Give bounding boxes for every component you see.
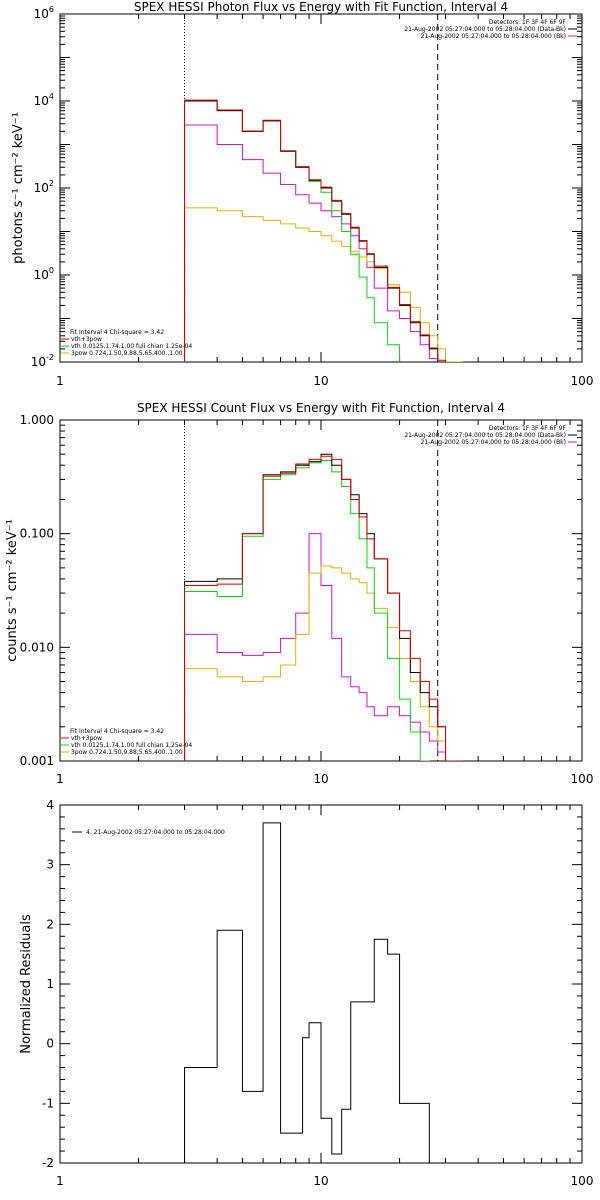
x-tick-label: 10 xyxy=(313,1174,328,1188)
y-tick-label: 0 xyxy=(46,1037,54,1051)
chart-title: SPEX HESSI Photon Flux vs Energy with Fi… xyxy=(134,0,508,14)
plot-frame xyxy=(59,419,583,762)
residuals-panel: 1 10 100 -2 -1 0 1 2 3 4 Normalized Residuals 4. 21… xyxy=(19,798,593,1188)
legend-entry: vth 0.0125,1.74,1.00 full chian 1.25e-04 xyxy=(71,742,192,749)
y-tick-base: 10 xyxy=(34,7,49,21)
y-tick-base: 10 xyxy=(31,355,46,369)
series-bk xyxy=(184,533,464,761)
y-tick-exponent: 4 xyxy=(49,92,54,101)
series-group xyxy=(184,99,464,362)
y-tick-base: 10 xyxy=(34,268,49,282)
series-data-bk xyxy=(184,453,464,761)
y-axis-label: counts s⁻¹ cm⁻² keV⁻¹ xyxy=(5,519,20,662)
legend-right-entry: Detectors: 1F 3F 4F 6F 9F xyxy=(489,19,567,26)
legend-right-entry: 21-Aug-2002 05:27:04.000 to 05:28:04.000… xyxy=(404,26,566,33)
legend-entry: 3pow 0.724,1.50,9.88,5.65,400.,1.00 xyxy=(71,749,183,756)
y-tick-label: 104 xyxy=(34,92,54,108)
y-tick-label: 3 xyxy=(46,858,54,872)
x-tick-label: 1 xyxy=(56,772,64,786)
y-tick-label: 2 xyxy=(46,917,54,931)
legend-right-entry: 21-Aug-2002 05:27:04.000 to 05:28:04.000… xyxy=(404,432,566,439)
y-tick-label: -2 xyxy=(42,1156,54,1170)
series-3pow xyxy=(184,565,464,761)
y-tick-label: 0.100 xyxy=(20,527,54,541)
y-axis-label: Normalized Residuals xyxy=(19,914,34,1054)
y-tick-exponent: 6 xyxy=(49,5,54,14)
y-tick-base: 10 xyxy=(34,94,49,108)
series-bk xyxy=(184,124,464,362)
legend-fit-header: Fit Interval 4 Chi-square = 3.42 xyxy=(70,728,164,735)
y-tick-base: 10 xyxy=(34,181,49,195)
series-data-bk xyxy=(184,100,464,362)
y-tick-label: 1.000 xyxy=(20,413,54,427)
legend-right-entry: 21-Aug-2002 05:27:04.000 to 05:28:04.000… xyxy=(421,439,566,446)
y-tick-label: 10-2 xyxy=(31,353,54,369)
y-tick-label: 0.001 xyxy=(20,754,54,768)
legend-right-entry: 21-Aug-2002 05:27:04.000 to 05:28:04.000… xyxy=(421,33,566,40)
legend-entry: vth+3pow xyxy=(71,735,102,742)
series-vth-3pow xyxy=(184,455,464,761)
y-tick-exponent: 2 xyxy=(49,179,54,188)
y-tick-label: -1 xyxy=(42,1096,54,1110)
x-tick-label: 100 xyxy=(571,1174,594,1188)
series-group xyxy=(184,453,464,761)
x-tick-label: 100 xyxy=(571,374,594,388)
series-3pow xyxy=(184,207,464,362)
chart-title: SPEX HESSI Count Flux vs Energy with Fit… xyxy=(137,401,505,415)
x-tick-label: 10 xyxy=(313,374,328,388)
x-tick-label: 10 xyxy=(313,772,328,786)
legend-entry: 3pow 0.724,1.50,9.88,5.65,400.,1.00 xyxy=(71,350,183,357)
legend-entry: 4. 21-Aug-2002 05:27:04.000 to 05:28:04.… xyxy=(86,829,225,836)
y-tick-label: 4 xyxy=(46,798,54,812)
legend-fit-header: Fit Interval 4 Chi-square = 3.42 xyxy=(70,329,164,336)
legend-entry: vth+3pow xyxy=(71,336,102,343)
photon-flux-panel: SPEX HESSI Photon Flux vs Energy with Fi… xyxy=(11,0,594,388)
series-group xyxy=(184,822,446,1163)
y-axis-label: photons s⁻¹ cm⁻² keV⁻¹ xyxy=(11,112,26,264)
series-4-21-aug-2002-05-27-04-000-to-05-28-04-000 xyxy=(184,822,446,1163)
y-tick-exponent: -2 xyxy=(46,353,54,362)
y-tick-label: 102 xyxy=(34,179,54,195)
x-tick-label: 1 xyxy=(56,374,64,388)
count-flux-panel: SPEX HESSI Count Flux vs Energy with Fit… xyxy=(5,401,594,786)
legend-right-entry: Detectors: 1F 3F 4F 6F 9F xyxy=(489,425,567,432)
y-tick-label: 1 xyxy=(46,977,54,991)
series-vth-3pow xyxy=(184,99,464,362)
legend-entry: vth 0.0125,1.74,1.00 full chian 1.25e-04 xyxy=(71,343,192,350)
series-vth xyxy=(184,460,464,761)
y-tick-label: 106 xyxy=(34,5,54,21)
y-tick-exponent: 0 xyxy=(49,266,54,275)
y-tick-label: 100 xyxy=(34,266,54,282)
x-tick-label: 100 xyxy=(571,772,594,786)
x-tick-label: 1 xyxy=(56,1174,64,1188)
y-tick-label: 0.010 xyxy=(20,640,54,654)
